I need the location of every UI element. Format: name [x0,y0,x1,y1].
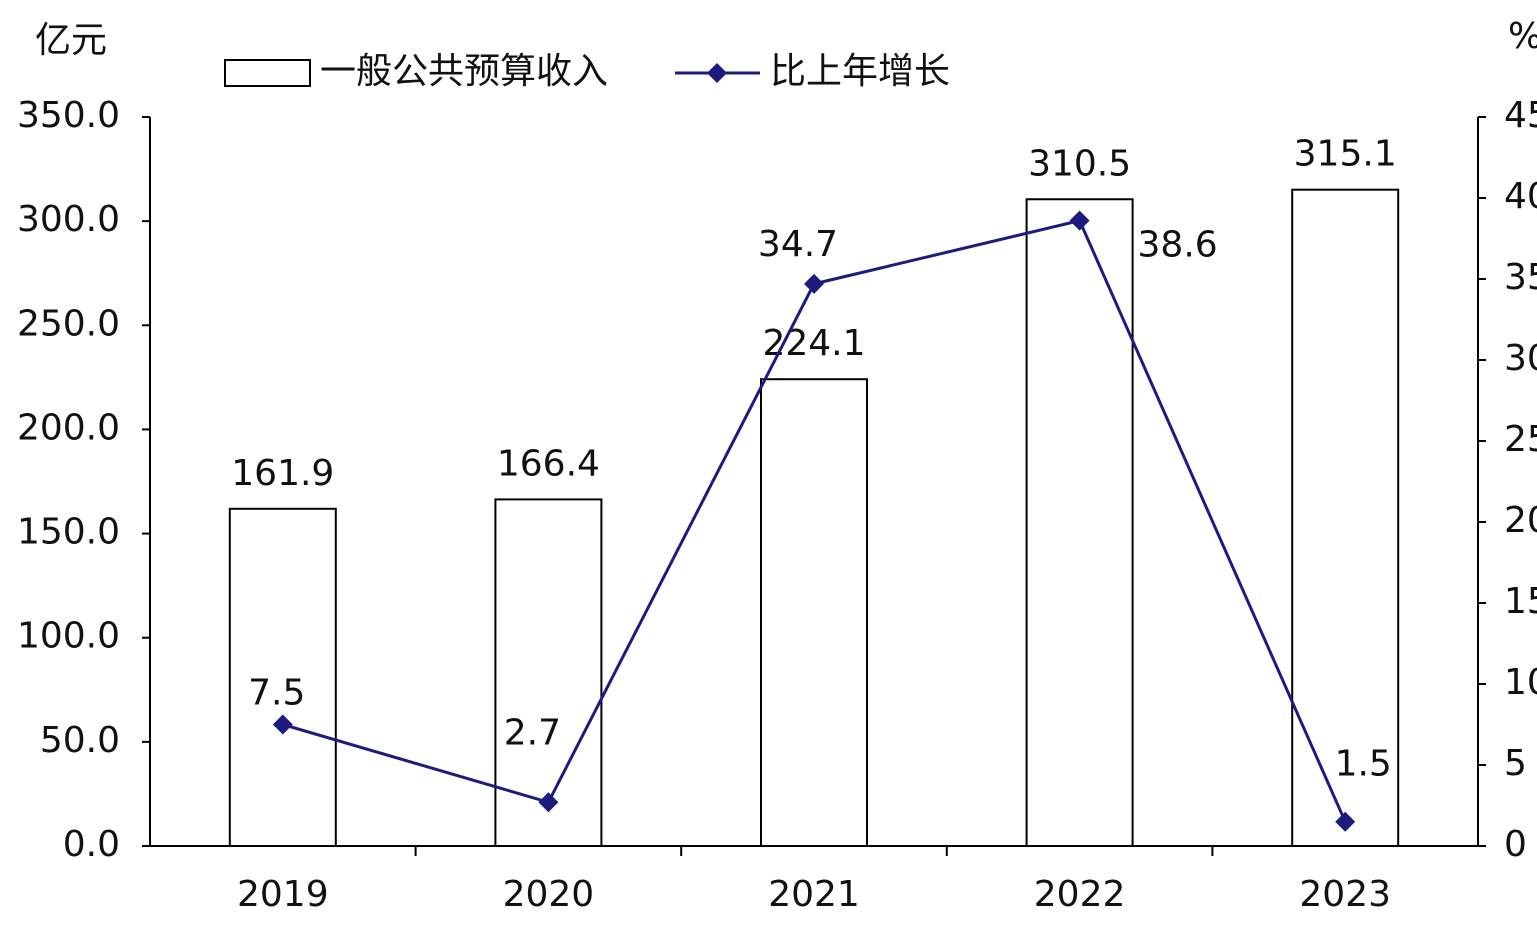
y2-tick-label: 35 [1504,257,1537,298]
bar [228,507,337,847]
legend-swatch [224,59,311,87]
line-value-label: 38.6 [1138,225,1218,266]
line-value-label: 1.5 [1335,744,1392,785]
line-value-label: 2.7 [504,712,561,753]
line-marker [1335,811,1356,832]
y2-tick-label: 5 [1504,743,1527,784]
y2-axis-unit: % [1508,16,1537,57]
y2-tick-label: 20 [1504,500,1537,541]
bar-value-label: 224.1 [762,323,865,364]
y-tick-label: 100.0 [17,616,120,657]
line-marker [1069,210,1090,231]
y2-tick-label: 45 [1504,95,1537,136]
x-tick-label: 2021 [768,874,860,915]
y2-tick-label: 40 [1504,176,1537,217]
y2-tick-label: 30 [1504,338,1537,379]
bar-value-label: 161.9 [231,453,334,494]
y2-tick-label: 15 [1504,581,1537,622]
x-tick-label: 2019 [237,874,329,915]
x-tick-label: 2020 [503,874,595,915]
legend-marker [707,63,727,83]
bar [1291,188,1400,847]
legend-label: 比上年增长 [770,51,950,92]
y-tick-label: 150.0 [17,512,120,553]
line-value-label: 34.7 [758,224,838,265]
y-tick-label: 250.0 [17,303,120,344]
bar [1025,198,1134,848]
y-axis-unit: 亿元 [35,20,107,61]
bar [760,378,868,847]
line-marker [538,792,559,813]
bar-value-label: 166.4 [497,443,600,484]
y2-tick-label: 25 [1504,419,1537,460]
y-tick-label: 350.0 [17,95,120,136]
x-tick-label: 2023 [1299,874,1391,915]
y2-tick-label: 0 [1504,824,1527,865]
bar-value-label: 315.1 [1294,134,1397,175]
bar [494,498,603,847]
y-tick-label: 300.0 [17,199,120,240]
bar-value-label: 310.5 [1028,143,1131,184]
y-tick-label: 200.0 [17,407,120,448]
line-marker [804,273,824,294]
x-tick-label: 2022 [1034,874,1126,915]
line-marker [272,714,293,735]
y-tick-label: 0.0 [63,824,120,865]
line-value-label: 7.5 [248,673,305,714]
y-tick-label: 50.0 [40,720,120,761]
legend-label: 一般公共预算收入 [320,51,608,92]
y2-tick-label: 10 [1504,662,1537,703]
